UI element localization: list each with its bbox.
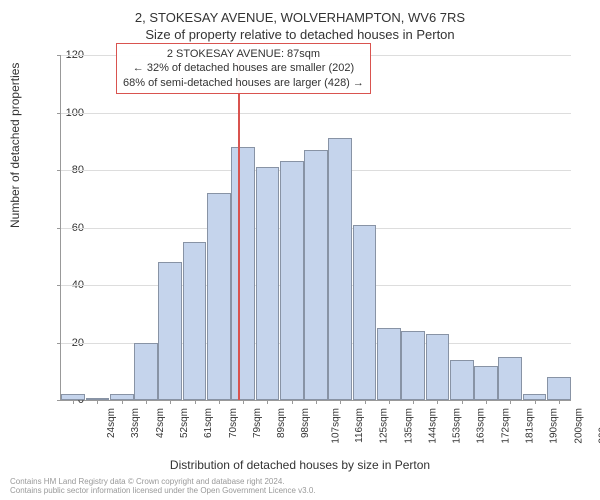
x-tick-mark [486,400,487,404]
x-tick-label: 61sqm [203,408,214,438]
histogram-bar [523,394,547,400]
x-tick-mark [340,400,341,404]
y-axis-label: Number of detached properties [8,63,22,228]
chart-title-main: 2, STOKESAY AVENUE, WOLVERHAMPTON, WV6 7… [0,0,600,25]
histogram-bar [401,331,425,400]
histogram-bar [353,225,377,400]
histogram-bar [256,167,280,400]
x-tick-label: 190sqm [549,408,560,444]
x-tick-label: 200sqm [573,408,584,444]
annotation-line-3: 68% of semi-detached houses are larger (… [123,76,364,90]
x-tick-label: 52sqm [179,408,190,438]
histogram-bar [547,377,571,400]
footer-line-1: Contains HM Land Registry data © Crown c… [10,477,316,487]
footer-line-2: Contains public sector information licen… [10,486,316,496]
histogram-bar [231,147,255,400]
chart-title-sub: Size of property relative to detached ho… [0,25,600,42]
histogram-bar [280,161,304,400]
x-tick-label: 153sqm [452,408,463,444]
x-tick-label: 107sqm [330,408,341,444]
x-tick-label: 135sqm [403,408,414,444]
x-tick-mark [389,400,390,404]
x-tick-label: 181sqm [525,408,536,444]
x-tick-mark [437,400,438,404]
histogram-bar [304,150,328,400]
x-tick-label: 144sqm [427,408,438,444]
x-tick-label: 70sqm [228,408,239,438]
histogram-bar [426,334,450,400]
x-tick-mark [510,400,511,404]
x-tick-mark [413,400,414,404]
annotation-box: 2 STOKESAY AVENUE: 87sqm← 32% of detache… [116,43,371,94]
histogram-bar [183,242,207,400]
x-tick-mark [462,400,463,404]
x-tick-label: 89sqm [276,408,287,438]
plot-region: 2 STOKESAY AVENUE: 87sqm← 32% of detache… [60,55,571,401]
histogram-bar [86,398,110,400]
x-tick-mark [535,400,536,404]
x-axis-label: Distribution of detached houses by size … [0,458,600,472]
x-tick-mark [170,400,171,404]
grid-line [61,113,571,114]
histogram-bar [110,394,134,400]
x-tick-label: 172sqm [500,408,511,444]
x-tick-label: 42sqm [155,408,166,438]
reference-line [238,55,240,400]
histogram-bar [377,328,401,400]
histogram-bar [450,360,474,400]
x-tick-mark [316,400,317,404]
histogram-bar [498,357,522,400]
histogram-bar [134,343,158,401]
histogram-bar [474,366,498,401]
x-tick-mark [365,400,366,404]
chart-area: 2 STOKESAY AVENUE: 87sqm← 32% of detache… [60,55,570,400]
histogram-bar [158,262,182,400]
x-tick-label: 33sqm [130,408,141,438]
x-tick-label: 79sqm [252,408,263,438]
histogram-bar [328,138,352,400]
x-tick-mark [243,400,244,404]
x-tick-mark [122,400,123,404]
x-tick-mark [195,400,196,404]
x-tick-label: 163sqm [476,408,487,444]
x-tick-label: 24sqm [106,408,117,438]
x-tick-mark [559,400,560,404]
annotation-line-1: 2 STOKESAY AVENUE: 87sqm [123,47,364,61]
x-tick-mark [97,400,98,404]
x-tick-mark [219,400,220,404]
annotation-line-2: ← 32% of detached houses are smaller (20… [123,61,364,75]
x-tick-label: 116sqm [354,408,365,443]
chart-container: 2, STOKESAY AVENUE, WOLVERHAMPTON, WV6 7… [0,0,600,500]
x-tick-label: 98sqm [300,408,311,438]
x-tick-label: 125sqm [379,408,390,444]
histogram-bar [61,394,85,400]
footer-attribution: Contains HM Land Registry data © Crown c… [10,477,316,496]
x-tick-mark [146,400,147,404]
x-tick-mark [292,400,293,404]
histogram-bar [207,193,231,400]
x-tick-mark [267,400,268,404]
